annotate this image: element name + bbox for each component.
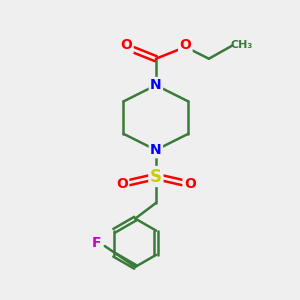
Text: O: O [121, 38, 132, 52]
Text: CH₃: CH₃ [230, 40, 252, 50]
Text: O: O [116, 177, 128, 191]
Text: O: O [184, 177, 196, 191]
Text: S: S [150, 167, 162, 185]
Text: F: F [92, 236, 101, 250]
Text: O: O [179, 38, 191, 52]
Text: N: N [150, 143, 162, 157]
Text: N: N [150, 78, 162, 92]
